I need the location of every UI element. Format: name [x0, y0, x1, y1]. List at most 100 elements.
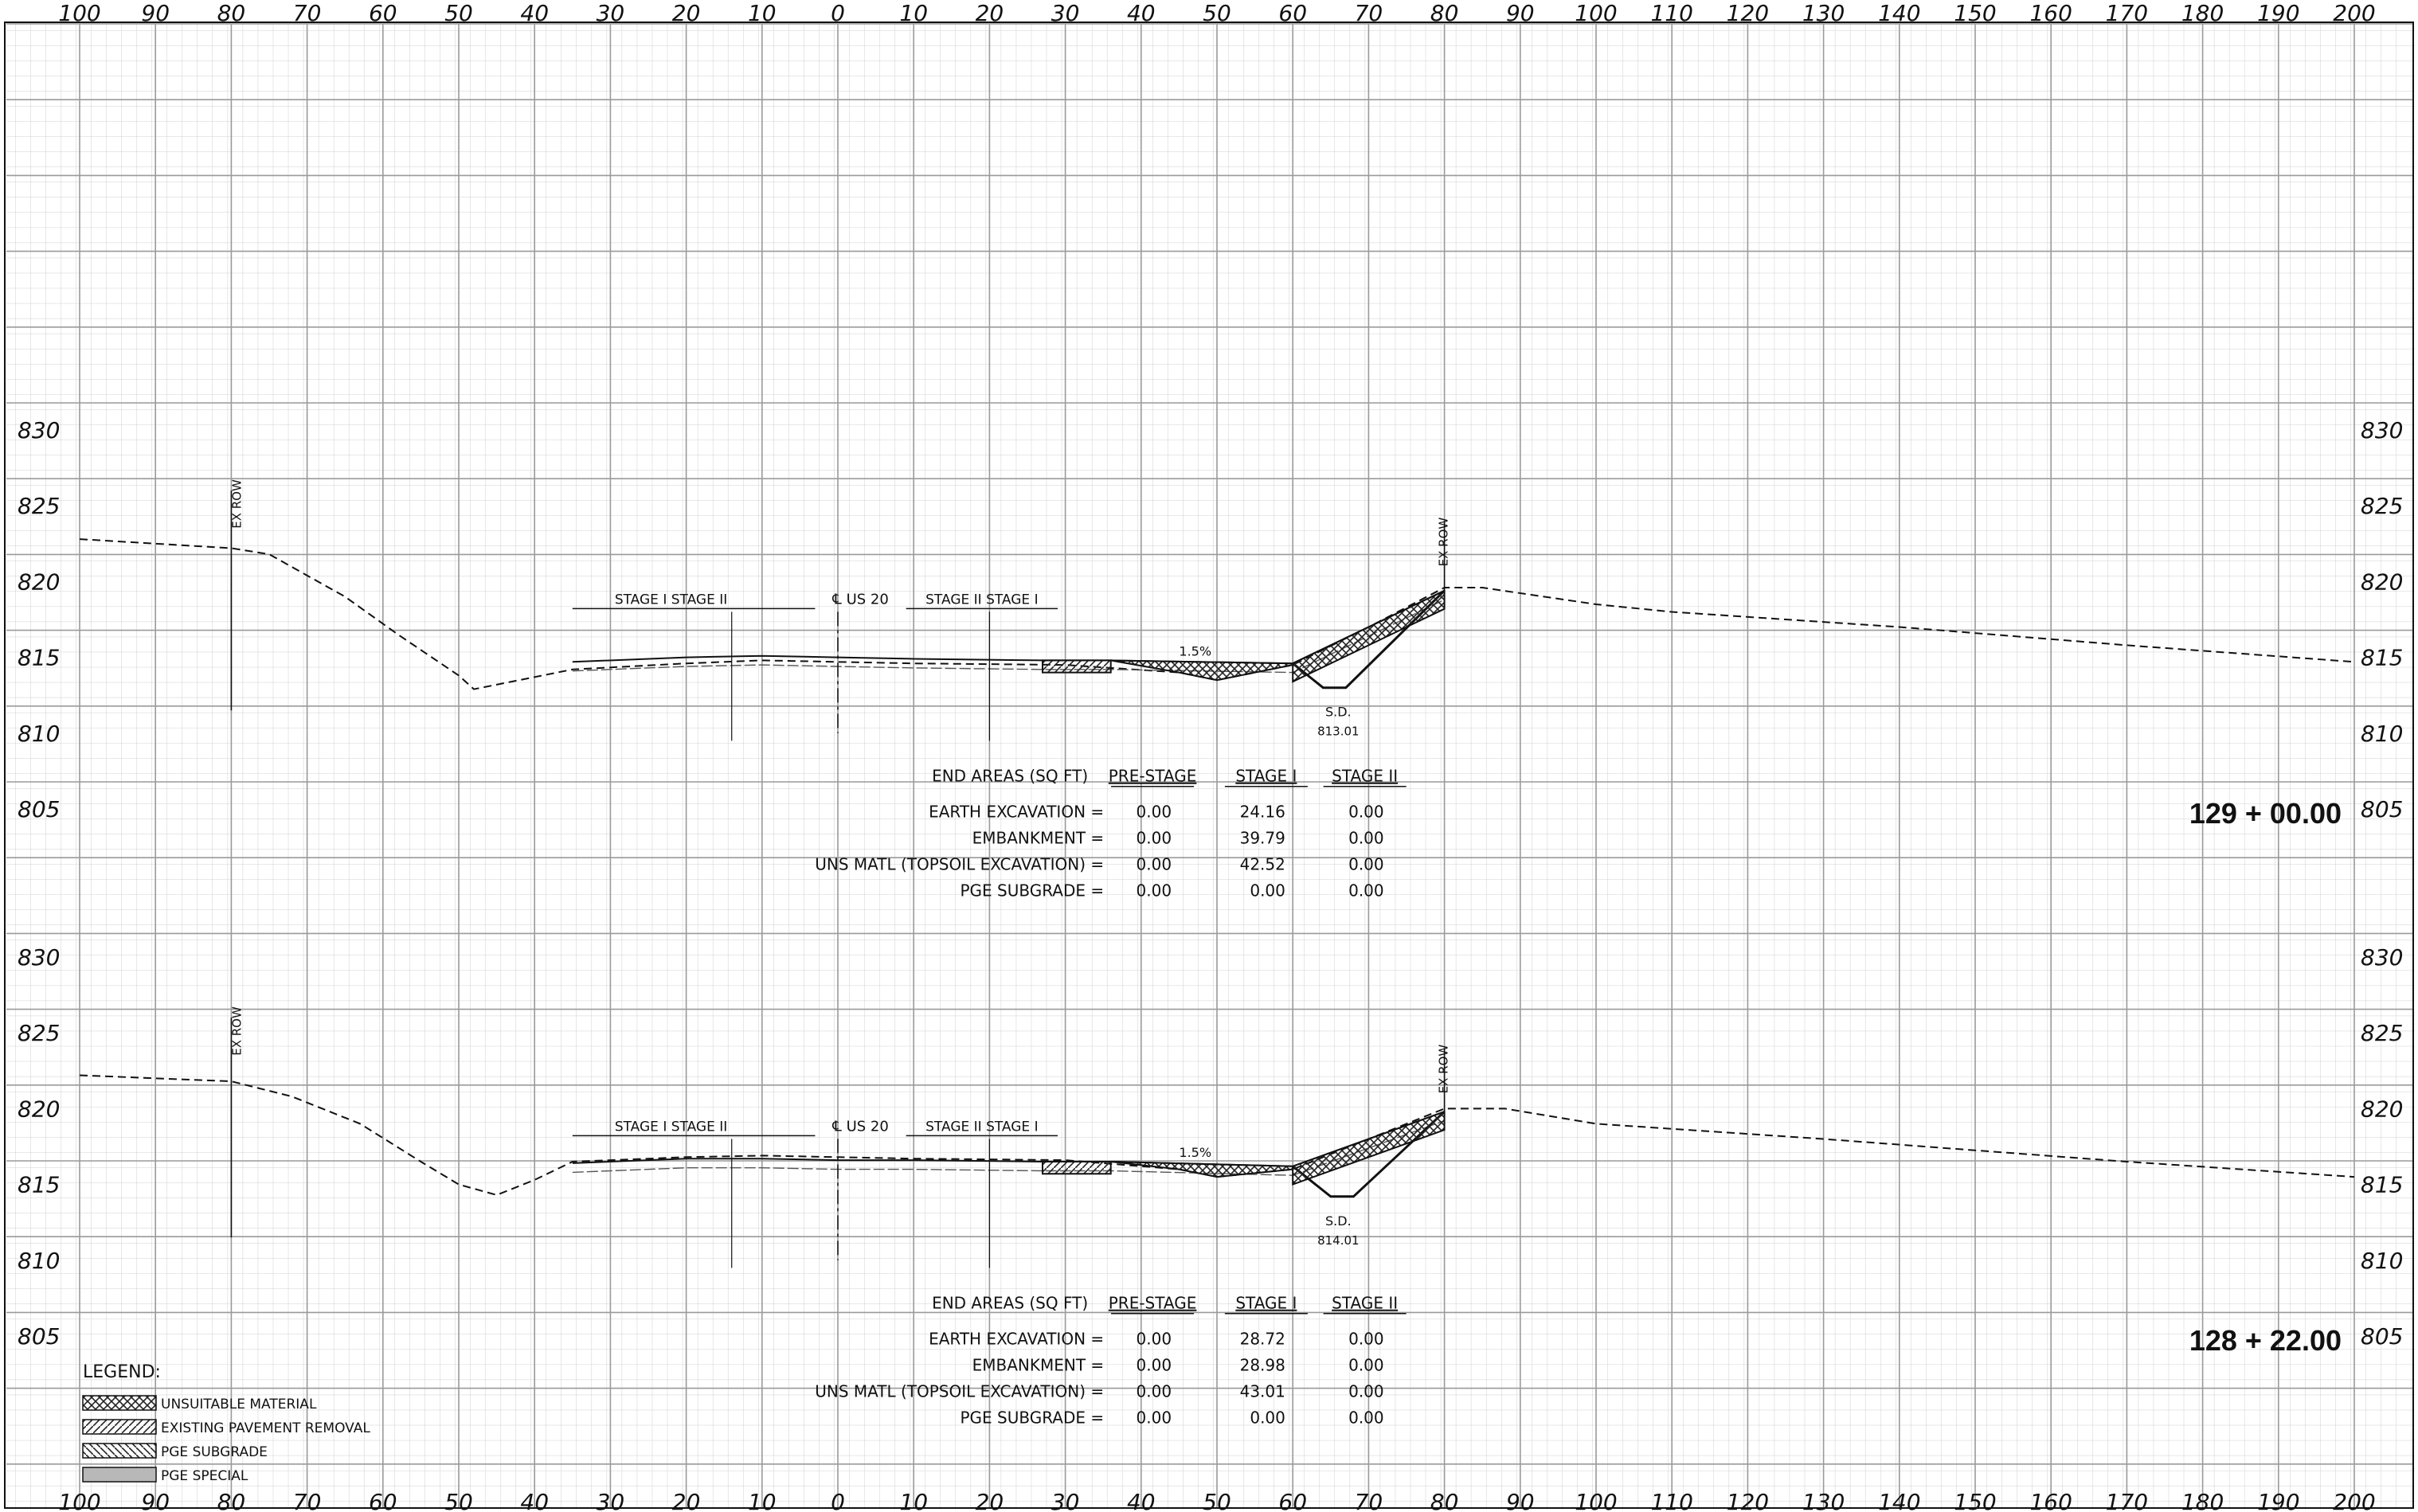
end-areas-value: 0.00: [1137, 829, 1172, 848]
end-areas-value: 0.00: [1250, 1408, 1285, 1428]
end-areas-column-header: PRE-STAGE: [1109, 767, 1197, 786]
ex-row-label-left: EX ROW: [229, 479, 244, 529]
station-label: 128 + 22.00: [2189, 1324, 2342, 1357]
unsuitable-material-slope: [1292, 589, 1446, 683]
end-areas-value: 0.00: [1348, 881, 1384, 901]
end-areas-row-label: PGE SUBGRADE =: [960, 1408, 1104, 1428]
offset-tick-label: 0: [831, 0, 845, 26]
legend-item-label: PGE SUBGRADE: [161, 1444, 268, 1460]
end-areas-value: 0.00: [1137, 803, 1172, 822]
elevation-labels: 830 830 825 825 820 820 815 815 810 810 805 805 830 8…: [18, 417, 2403, 1350]
elevation-label-right: 815: [2361, 1172, 2403, 1198]
end-areas-value: 0.00: [1137, 1330, 1172, 1349]
existing-ground-line: [79, 1074, 2355, 1196]
end-areas-column-header: STAGE II: [1332, 1294, 1398, 1313]
legend: LEGEND: UNSUITABLE MATERIAL EXISTING PAVE…: [82, 1362, 370, 1484]
end-areas-value: 0.00: [1250, 881, 1285, 901]
end-areas-value: 0.00: [1137, 1356, 1172, 1375]
slope-label: 1.5%: [1179, 643, 1211, 658]
end-areas-header: END AREAS (SQ FT): [932, 767, 1088, 786]
elevation-label-right: 820: [2361, 568, 2403, 595]
end-areas-column-header: PRE-STAGE: [1109, 1294, 1197, 1313]
end-areas-value: 0.00: [1137, 1382, 1172, 1401]
elevation-label-right: 820: [2361, 1096, 2403, 1122]
legend-item-label: EXISTING PAVEMENT REMOVAL: [161, 1420, 370, 1436]
end-areas-column-header: STAGE II: [1332, 767, 1398, 786]
legend-swatch-diagonal: [82, 1419, 157, 1435]
end-areas-row-label: EARTH EXCAVATION =: [929, 803, 1104, 822]
end-areas-value: 24.16: [1240, 803, 1285, 822]
end-areas-value: 43.01: [1240, 1382, 1285, 1401]
centerline-label: ℄ US 20: [831, 591, 889, 608]
end-areas-value: 28.72: [1240, 1330, 1285, 1349]
end-areas-value: 0.00: [1137, 855, 1172, 874]
elevation-label-left: 810: [18, 721, 60, 747]
elevation-label-left: 815: [18, 1172, 60, 1198]
end-areas-value: 0.00: [1348, 1356, 1384, 1375]
end-areas-row-label: UNS MATL (TOPSOIL EXCAVATION) =: [815, 1382, 1104, 1401]
elevation-label-right: 805: [2361, 1323, 2403, 1350]
elevation-label-right: 830: [2361, 417, 2403, 443]
end-areas-header: END AREAS (SQ FT): [932, 1294, 1088, 1313]
end-areas-value: 0.00: [1348, 1330, 1384, 1349]
pavement-removal-area: [1042, 1161, 1112, 1175]
end-areas-row-label: EMBANKMENT =: [972, 1356, 1105, 1375]
end-areas-value: 28.98: [1240, 1356, 1285, 1375]
stage-label-right: STAGE II STAGE I: [925, 1119, 1038, 1135]
centerline-label: ℄ US 20: [831, 1118, 889, 1135]
offset-tick-label: 0: [831, 1489, 845, 1512]
elevation-label-left: 815: [18, 645, 60, 671]
legend-title: LEGEND:: [83, 1362, 161, 1382]
end-areas-row-label: EARTH EXCAVATION =: [929, 1330, 1104, 1349]
end-areas-value: 0.00: [1348, 803, 1384, 822]
legend-swatch-crosshatch: [82, 1395, 157, 1411]
end-areas-value: 0.00: [1348, 1382, 1384, 1401]
end-areas-value: 0.00: [1348, 829, 1384, 848]
elevation-label-left: 830: [18, 417, 60, 443]
elevation-label-left: 825: [18, 493, 60, 519]
sd-elevation: 814.01: [1317, 1233, 1360, 1248]
station-label: 129 + 00.00: [2189, 797, 2342, 830]
sheet-border: [4, 21, 2414, 1509]
legend-swatch-gray: [82, 1467, 157, 1483]
end-areas-row-label: PGE SUBGRADE =: [960, 881, 1104, 901]
elevation-label-left: 805: [18, 796, 60, 822]
legend-swatch-backdiagonal: [82, 1443, 157, 1459]
stage-label-right: STAGE II STAGE I: [925, 592, 1038, 608]
sd-label: S.D.: [1325, 705, 1352, 720]
elevation-label-right: 810: [2361, 721, 2403, 747]
end-areas-value: 0.00: [1348, 1408, 1384, 1428]
unsuitable-material-slope: [1292, 1110, 1446, 1186]
cross-section-129-00: EX ROW EX ROW STAGE I STAGE II ℄ US 20 STAGE…: [79, 479, 2355, 901]
elevation-label-right: 825: [2361, 493, 2403, 519]
legend-item-label: PGE SPECIAL: [161, 1468, 248, 1484]
end-areas-row-label: EMBANKMENT =: [972, 829, 1105, 848]
ditch-line: [1292, 589, 1446, 690]
sd-elevation: 813.01: [1317, 725, 1360, 739]
end-areas-column-header: STAGE I: [1235, 1294, 1297, 1313]
stage-label-left: STAGE I STAGE II: [615, 592, 727, 608]
elevation-label-right: 825: [2361, 1020, 2403, 1046]
existing-ground-line: [79, 538, 2355, 690]
elevation-label-right: 810: [2361, 1248, 2403, 1274]
elevation-label-left: 825: [18, 1020, 60, 1046]
elevation-label-right: 805: [2361, 796, 2403, 822]
end-areas-value: 39.79: [1240, 829, 1285, 848]
ditch-line: [1292, 1111, 1446, 1198]
end-areas-value: 0.00: [1348, 855, 1384, 874]
cross-section-128-22: EX ROW EX ROW STAGE I STAGE II ℄ US 20 STAGE…: [79, 1006, 2355, 1428]
ex-row-label-right: EX ROW: [1437, 518, 1451, 567]
end-areas-value: 42.52: [1240, 855, 1285, 874]
end-areas-column-header: STAGE I: [1235, 767, 1297, 786]
slope-label: 1.5%: [1179, 1145, 1211, 1160]
elevation-label-left: 820: [18, 1096, 60, 1122]
legend-item-label: UNSUITABLE MATERIAL: [161, 1397, 317, 1412]
elevation-label-left: 820: [18, 568, 60, 595]
elevation-label-left: 805: [18, 1323, 60, 1350]
pavement-removal-area: [1042, 659, 1112, 674]
end-areas-value: 0.00: [1137, 1408, 1172, 1428]
elevation-label-right: 830: [2361, 944, 2403, 971]
elevation-label-left: 830: [18, 944, 60, 971]
ex-row-label-right: EX ROW: [1437, 1045, 1451, 1094]
